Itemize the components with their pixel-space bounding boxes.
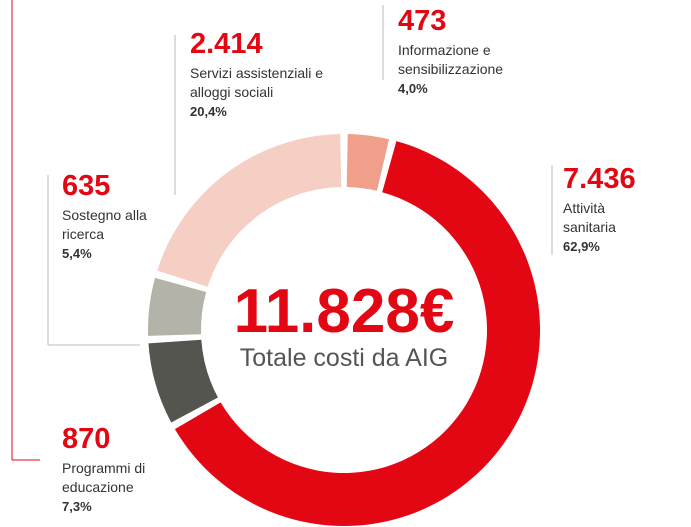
percentage-label: 5,4% [62, 246, 92, 261]
category-label: Informazione e sensibilizzazione [398, 42, 504, 77]
value-label: 635 [62, 170, 111, 202]
segment-label: 870 Programmi di educazione 7,3% [62, 423, 182, 516]
donut-segment [148, 277, 207, 336]
percentage-label: 62,9% [563, 239, 600, 254]
value-label: 7.436 [563, 163, 636, 195]
segment-label: 7.436 Attività sanitaria 62,9% [563, 163, 653, 256]
percentage-label: 7,3% [62, 499, 92, 514]
category-label: Servizi assistenziali e alloggi sociali [190, 65, 324, 100]
donut-segment [346, 134, 390, 191]
segment-label: 2.414 Servizi assistenziali e alloggi soc… [190, 28, 350, 121]
donut-segment [148, 339, 218, 423]
segment-label: 635 Sostegno alla ricerca 5,4% [62, 170, 162, 263]
value-label: 870 [62, 423, 111, 455]
percentage-label: 20,4% [190, 104, 227, 119]
category-label: Programmi di educazione [62, 460, 146, 495]
category-label: Sostegno alla ricerca [62, 207, 147, 242]
total: 11.828€ [233, 277, 455, 346]
segment-label: 473 Informazione e sensibilizzazione 4,0% [398, 5, 548, 98]
donut-segment [174, 141, 540, 526]
leader-lines [11, 0, 553, 461]
percentage-label: 4,0% [398, 81, 428, 96]
donut-segment [157, 134, 342, 287]
value-label: 473 [398, 5, 447, 37]
category-label: Attività sanitaria [563, 200, 616, 235]
value-label: 2.414 [190, 28, 263, 60]
total-caption: Totale costi da AIG [239, 344, 449, 372]
